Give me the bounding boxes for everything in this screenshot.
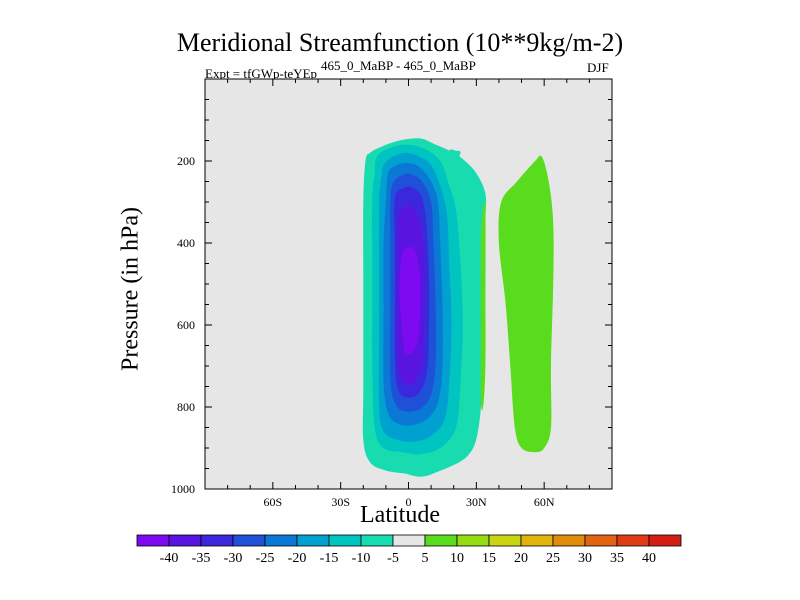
colorbar-label: -40 (160, 551, 179, 566)
colorbar-label: 40 (642, 551, 656, 566)
y-tick-label: 1000 (171, 482, 195, 496)
x-axis-label: Latitude (360, 502, 440, 528)
comparison-label: 465_0_MaBP - 465_0_MaBP (321, 58, 476, 73)
x-tick-label: 30S (331, 495, 350, 509)
colorbar-label: -15 (320, 551, 339, 566)
colorbar-label: 30 (578, 551, 592, 566)
colorbar-label: -5 (387, 551, 399, 566)
season-label: DJF (587, 60, 609, 75)
y-tick-label: 400 (177, 236, 195, 250)
colorbar-swatch (424, 534, 458, 547)
contour-northern-thin-sliver-level-5 (480, 201, 486, 411)
colorbar-label: -35 (192, 551, 211, 566)
colorbar-label: 35 (610, 551, 624, 566)
colorbar-label: 20 (514, 551, 528, 566)
colorbar-swatch (392, 534, 426, 547)
x-tick-label: 30N (466, 495, 487, 509)
northern-ferrel-cell (498, 155, 554, 453)
colorbar-label: -20 (288, 551, 307, 566)
colorbar-swatch (168, 534, 202, 547)
x-axis: 60S 30S 0 30N 60N (204, 79, 613, 509)
y-tick-label: 200 (177, 154, 195, 168)
colorbar-label: -10 (352, 551, 371, 566)
x-tick-label: 0 (406, 495, 412, 509)
contour-fills (362, 138, 554, 477)
contour-northern-cell-upper-level-neg5 (449, 149, 461, 188)
y-tick-label: 800 (177, 400, 195, 414)
northern-thin-sliver (480, 201, 486, 411)
colorbar-swatch (296, 534, 330, 547)
colorbar-swatch (616, 534, 650, 547)
colorbar-swatch (488, 534, 522, 547)
colorbar-label: -30 (224, 551, 243, 566)
contour-northern-ferrel-cell-level-5 (498, 155, 554, 453)
contour-southern-hadley-cell-level-neg40 (399, 246, 421, 355)
colorbar-swatch (584, 534, 618, 547)
colorbar-swatch (456, 534, 490, 547)
colorbar-label: 5 (422, 551, 429, 566)
y-axis: 200 400 600 800 1000 (171, 78, 612, 496)
x-tick-label: 60N (534, 495, 555, 509)
colorbar: -40 -35 -30 -25 -20 -15 -10 -5 5 10 15 20 25 30 35 40 (136, 534, 682, 566)
colorbar-swatch (520, 534, 554, 547)
colorbar-swatch (328, 534, 362, 547)
y-tick-label: 600 (177, 318, 195, 332)
colorbar-swatch (360, 534, 394, 547)
colorbar-swatch (232, 534, 266, 547)
colorbar-label: 15 (482, 551, 496, 566)
colorbar-swatch (136, 534, 170, 547)
colorbar-label: 25 (546, 551, 560, 566)
southern-hadley-cell (362, 138, 487, 477)
colorbar-label: -25 (256, 551, 275, 566)
colorbar-swatch (264, 534, 298, 547)
colorbar-label: 10 (450, 551, 464, 566)
colorbar-swatch (648, 534, 682, 547)
colorbar-swatch (552, 534, 586, 547)
northern-cell-upper (449, 149, 461, 188)
colorbar-swatch (200, 534, 234, 547)
chart-title: Meridional Streamfunction (10**9kg/m-2) (176, 28, 624, 57)
experiment-label: Expt = tfGWp-teYEp (205, 66, 318, 81)
x-tick-label: 60S (263, 495, 282, 509)
